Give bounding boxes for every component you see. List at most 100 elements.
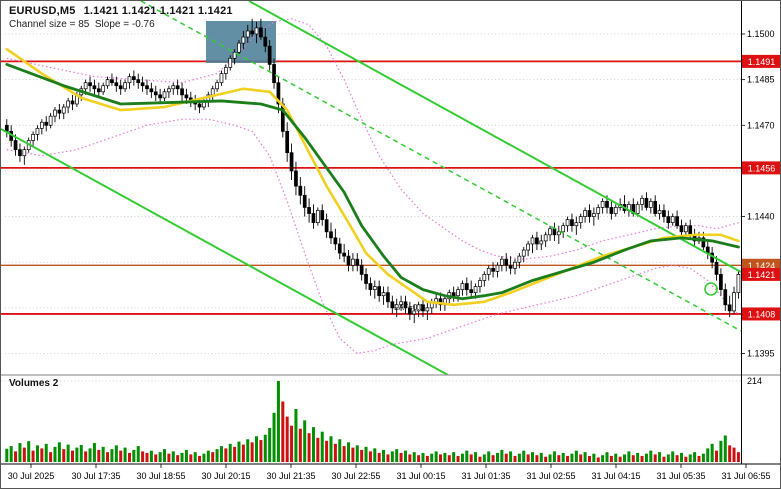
time-label: 31 Jul 06:55 [721, 471, 770, 481]
candle-body [675, 216, 679, 227]
volume-bar [596, 457, 600, 462]
candle-body [526, 243, 530, 251]
current-price-badge-label: 1.1421 [748, 270, 776, 280]
volume-bar [666, 454, 670, 462]
ohlc-values: 1.1421 1.1421 1.1421 1.1421 [83, 5, 233, 17]
volume-bar [395, 449, 399, 462]
time-label: 31 Jul 00:15 [396, 471, 445, 481]
candle-body [600, 201, 605, 208]
volume-bar [539, 452, 543, 462]
candle-body [44, 121, 49, 126]
volume-bar [114, 445, 118, 462]
volume-bar [351, 447, 355, 462]
candle-body [473, 286, 478, 294]
volume-bar [290, 425, 294, 462]
volume-bar [627, 451, 631, 462]
candle-body [197, 103, 202, 108]
volume-bar [84, 451, 88, 462]
volume-bar [548, 454, 552, 462]
candle-body [114, 82, 119, 87]
candle-body [307, 207, 311, 214]
candle-body [517, 255, 522, 263]
candle-body [390, 301, 395, 309]
candle-body [719, 274, 723, 290]
candle-body [18, 149, 22, 157]
volume-bar [303, 420, 307, 462]
candle-body [355, 258, 360, 266]
volume-bar [5, 448, 9, 462]
channel-line-solid[interactable] [1, 128, 449, 375]
volume-bar [368, 451, 372, 462]
candle-body [561, 225, 566, 233]
volume-bar [228, 443, 232, 462]
chart-header: EURUSD,M5 1.1421 1.1421 1.1421 1.1421 [9, 5, 233, 17]
candle-body [460, 283, 465, 290]
candle-body [364, 274, 368, 284]
volume-bar [40, 448, 44, 462]
volume-bar [697, 455, 701, 462]
volume-bar [246, 439, 250, 462]
candle-body [351, 258, 355, 266]
volume-bar [342, 446, 346, 462]
volume-bar [500, 449, 504, 462]
volume-bar [579, 454, 583, 462]
volume-bar [382, 449, 386, 462]
candle-body [219, 73, 224, 84]
channel-line-solid[interactable] [248, 1, 741, 273]
volume-bar [171, 451, 175, 462]
candle-body [127, 76, 132, 84]
candle-body [105, 79, 110, 87]
candle-body [438, 298, 443, 306]
volume-bar [347, 442, 351, 462]
candle-body [342, 252, 346, 257]
volume-bar [482, 454, 486, 462]
candle-body [662, 210, 666, 217]
bollinger-lower [6, 118, 739, 355]
volume-bar [57, 442, 61, 462]
candle-body [583, 210, 587, 217]
candle-body [171, 85, 176, 90]
level-1.1424-badge-label: 1.1424 [748, 261, 776, 271]
volume-bar [710, 443, 714, 462]
volume-bar [662, 456, 666, 462]
volume-bar [439, 454, 443, 462]
volume-bar [49, 452, 53, 462]
volume-bar [101, 446, 105, 462]
volume-bar [417, 455, 421, 462]
candle-body [565, 219, 570, 227]
candle-body [294, 170, 298, 187]
candle-body [228, 57, 233, 68]
volume-bar [517, 453, 521, 462]
volume-bar [110, 449, 114, 462]
candle-body [267, 45, 272, 65]
candle-body [184, 94, 189, 99]
candle-body [399, 301, 403, 306]
candle-body [495, 264, 500, 272]
volume-bar [136, 446, 140, 462]
candle-body [39, 121, 44, 129]
volume-bar [22, 447, 26, 462]
candle-body [48, 115, 53, 126]
marker-circle[interactable] [704, 282, 718, 296]
volume-bar [535, 455, 539, 462]
channel-line-dashed[interactable] [140, 1, 741, 332]
candle-body [289, 152, 294, 172]
volume-bar [237, 441, 241, 462]
candle-body [158, 94, 162, 99]
volume-bar [552, 451, 556, 462]
level-1.1408-badge-label: 1.1408 [748, 309, 776, 319]
volume-bar [675, 455, 679, 462]
volume-bar [509, 451, 513, 462]
candle-body [53, 109, 57, 117]
volume-bar [241, 444, 245, 462]
candle-body [368, 283, 373, 290]
volume-pane [1, 380, 741, 462]
volume-bar [408, 454, 412, 462]
candle-body [587, 210, 592, 217]
candle-body [727, 304, 732, 312]
volume-bar [609, 455, 613, 462]
volume-bar [430, 453, 434, 462]
candle-body [421, 304, 425, 312]
time-label: 31 Jul 04:15 [591, 471, 640, 481]
